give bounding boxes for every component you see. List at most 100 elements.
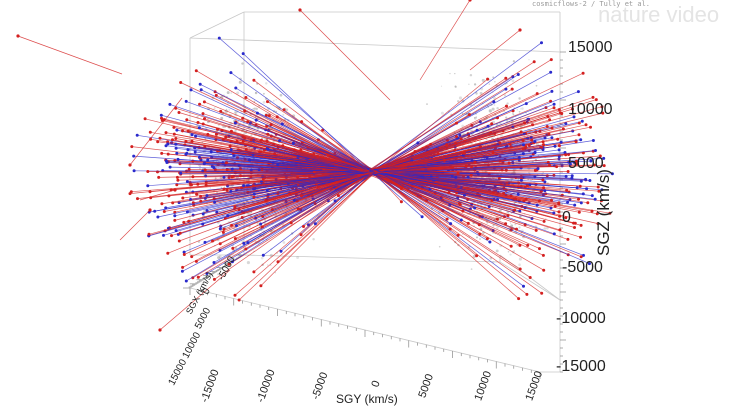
velocity-vector <box>235 87 372 172</box>
vector-head <box>174 137 178 140</box>
velocity-vector <box>369 113 562 173</box>
vector-head <box>172 132 176 136</box>
vector-head <box>143 117 147 121</box>
galaxy-point <box>228 109 231 111</box>
vector-head <box>199 199 203 203</box>
vector-head <box>456 233 460 237</box>
velocity-vector <box>368 173 569 256</box>
vector-head <box>455 135 458 139</box>
vector-head <box>564 122 568 125</box>
vector-head <box>230 175 234 179</box>
vector-head <box>602 156 606 160</box>
vector-head <box>557 148 561 152</box>
vector-head <box>177 111 181 114</box>
vector-head <box>552 106 556 110</box>
galaxy-point <box>256 107 258 110</box>
velocity-vector <box>139 189 176 201</box>
velocity-vector <box>369 170 524 287</box>
vector-head <box>219 109 223 113</box>
vector-head <box>595 212 599 216</box>
velocity-vector <box>205 169 374 175</box>
vector-head <box>166 142 170 146</box>
velocity-vector <box>373 169 519 299</box>
galaxy-point <box>267 107 270 111</box>
vector-head <box>197 126 201 130</box>
galaxy-point <box>296 256 300 259</box>
vector-head <box>147 232 151 236</box>
vector-head <box>557 202 561 206</box>
vector-head <box>199 88 203 92</box>
vector-head <box>129 190 133 194</box>
vector-head <box>542 219 546 223</box>
vector-head <box>279 249 283 253</box>
velocity-vector <box>370 171 491 243</box>
galaxy-point <box>479 227 483 231</box>
vector-head <box>234 224 238 228</box>
vector-head <box>206 158 210 162</box>
vector-head <box>587 262 591 266</box>
galaxy-point <box>254 91 258 95</box>
galaxy-point <box>223 186 226 188</box>
vector-head <box>508 142 512 146</box>
vector-head <box>259 222 263 226</box>
vector-head <box>233 293 237 297</box>
caption-text: cosmicflows-2 / Tully et al. <box>532 0 651 8</box>
vector-head <box>515 227 518 231</box>
galaxy-point <box>225 108 228 111</box>
vector-head <box>592 163 596 167</box>
vector-head <box>202 100 206 104</box>
box-edge <box>243 254 501 263</box>
vector-head <box>486 124 490 128</box>
vector-head <box>535 203 539 207</box>
vector-head <box>552 211 556 215</box>
velocity-vector <box>373 160 591 175</box>
velocity-vector <box>230 168 372 192</box>
vector-head <box>205 209 209 212</box>
galaxy-point <box>457 100 460 103</box>
velocity-vector <box>370 61 535 170</box>
velocity-vector <box>182 170 374 272</box>
galaxy-point <box>493 104 496 106</box>
vector-head <box>198 82 202 86</box>
galaxy-point <box>518 257 522 261</box>
velocity-vector <box>373 126 591 171</box>
vector-head <box>518 209 522 213</box>
vector-head <box>436 152 440 155</box>
vector-head <box>570 176 574 180</box>
vector-head <box>174 146 178 150</box>
vector-head <box>594 149 597 152</box>
vector-head <box>538 247 541 251</box>
vector-head <box>165 161 169 164</box>
vector-head <box>579 201 583 205</box>
vector-head <box>201 112 205 116</box>
vector-head <box>136 197 139 201</box>
vector-head <box>570 174 574 178</box>
vector-head <box>184 279 188 283</box>
vector-head <box>518 267 522 271</box>
z-tick-label: 5000 <box>568 155 604 172</box>
galaxy-point <box>509 253 512 256</box>
velocity-vector <box>269 115 372 171</box>
vector-head <box>157 175 161 179</box>
galaxy-point <box>199 165 201 168</box>
galaxy-point <box>471 134 473 136</box>
vector-head <box>289 221 293 225</box>
vector-head <box>521 152 525 156</box>
velocity-vector <box>371 170 477 257</box>
vector-head <box>469 173 473 177</box>
velocity-vector <box>232 168 373 263</box>
vector-head <box>610 172 614 176</box>
galaxy-point <box>543 227 547 230</box>
velocity-vector <box>247 121 374 174</box>
velocity-vector <box>219 37 371 171</box>
galaxy-point <box>479 91 483 95</box>
vector-head <box>193 150 197 154</box>
galaxy-point <box>312 237 315 241</box>
vector-head <box>492 100 496 104</box>
vector-head <box>550 136 554 140</box>
galaxy-point <box>262 100 266 104</box>
vector-head <box>516 73 520 76</box>
velocity-vector <box>374 169 462 221</box>
galaxy-point <box>217 273 220 276</box>
velocity-vector <box>370 78 506 171</box>
